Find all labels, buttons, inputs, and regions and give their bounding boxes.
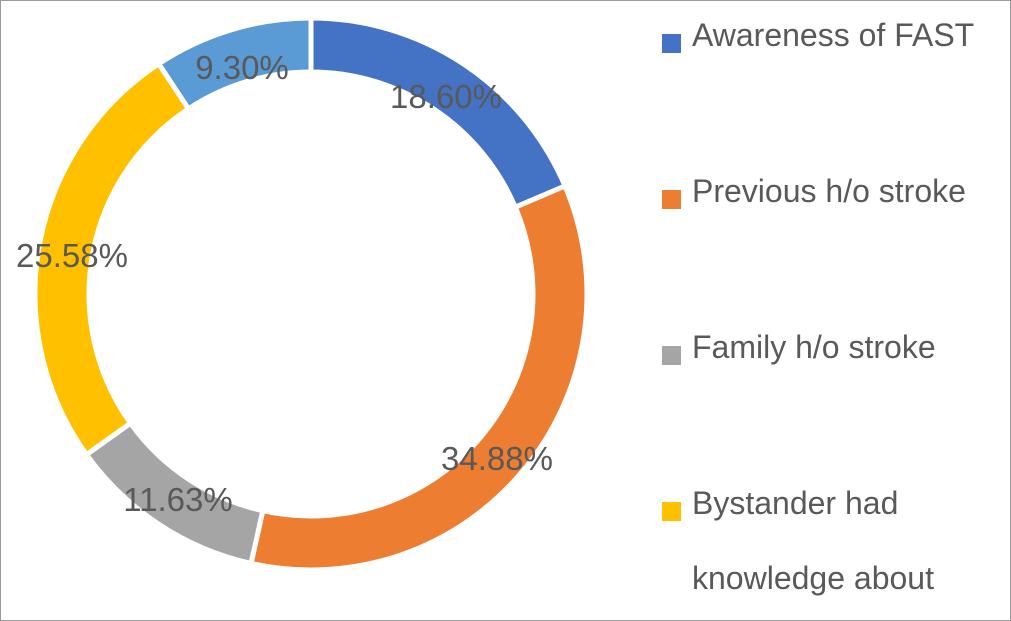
donut-slice bbox=[155, 15, 314, 113]
legend-label: Bystander had knowledge about bbox=[692, 485, 934, 596]
legend-item-family-stroke: Family h/o stroke bbox=[660, 329, 1005, 390]
donut-slices bbox=[32, 15, 590, 573]
legend-swatch bbox=[662, 346, 681, 365]
legend-item-bystander-knowledge: Bystander had knowledge about bbox=[660, 485, 1005, 596]
slice-data-label: 34.88% bbox=[441, 440, 553, 477]
slice-data-label: 25.58% bbox=[16, 237, 128, 274]
legend-swatch bbox=[662, 34, 681, 53]
slice-data-label: 9.30% bbox=[195, 49, 289, 86]
legend-label: Awareness of FAST bbox=[692, 17, 975, 53]
donut-slice bbox=[248, 182, 590, 573]
donut-data-labels: 18.60% 34.88% 11.63% 25.58% 9.30% bbox=[16, 49, 553, 518]
legend-label: Previous h/o stroke bbox=[692, 173, 966, 209]
legend-item-awareness-of-fast: Awareness of FAST bbox=[660, 17, 1005, 78]
slice-data-label: 18.60% bbox=[390, 78, 502, 115]
legend-swatch bbox=[662, 190, 681, 209]
legend-item-previous-stroke: Previous h/o stroke bbox=[660, 173, 1005, 234]
slice-data-label: 11.63% bbox=[123, 481, 232, 518]
legend-swatch bbox=[662, 502, 681, 521]
legend-label: Family h/o stroke bbox=[692, 329, 936, 365]
legend: Awareness of FAST Previous h/o stroke Fa… bbox=[660, 17, 1005, 596]
